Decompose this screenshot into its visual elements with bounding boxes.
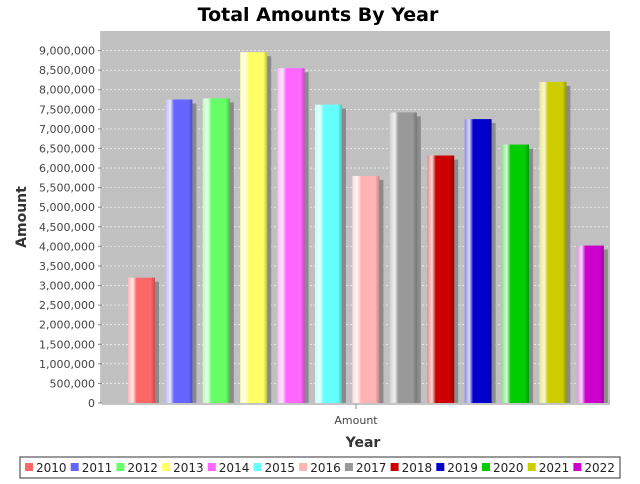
legend-label: 2013 <box>173 461 204 475</box>
bar-2016 <box>352 175 380 403</box>
legend-label: 2014 <box>219 461 250 475</box>
legend-item-2019: 2019 <box>436 461 478 475</box>
bar-2012 <box>202 98 230 404</box>
legend-label: 2019 <box>447 461 478 475</box>
bar-2013 <box>240 52 268 403</box>
y-tick-label: 7,500,000 <box>39 103 95 116</box>
bar-2015 <box>315 104 342 403</box>
y-tick-label: 6,000,000 <box>39 162 95 175</box>
legend-item-2021: 2021 <box>527 461 570 475</box>
bar-2011 <box>165 99 193 404</box>
bar-2020 <box>502 144 529 403</box>
y-tick-label: 8,000,000 <box>39 84 95 97</box>
legend-label: 2015 <box>265 461 296 475</box>
y-axis-label: Amount <box>14 186 30 248</box>
legend-item-2010: 2010 <box>25 461 67 475</box>
y-tick-label: 5,500,000 <box>39 182 95 195</box>
legend-swatch <box>390 463 399 471</box>
legend-item-2012: 2012 <box>116 461 158 475</box>
y-tick-label: 500,000 <box>50 377 96 390</box>
legend-item-2014: 2014 <box>207 461 250 475</box>
legend-item-2015: 2015 <box>253 461 296 475</box>
legend-label: 2011 <box>82 461 113 475</box>
legend-swatch <box>116 463 125 471</box>
legend-label: 2016 <box>310 461 341 475</box>
legend-swatch <box>482 463 490 471</box>
legend-swatch <box>344 463 353 471</box>
legend-label: 2017 <box>356 461 387 475</box>
legend-label: 2020 <box>493 461 524 475</box>
bar-2017 <box>389 112 417 403</box>
y-tick-label: 3,000,000 <box>39 280 95 293</box>
legend-swatch <box>207 463 216 471</box>
legend-label: 2022 <box>584 461 615 475</box>
plot-area: 0 500,000 1,000,000 1,500,000 2,000,000 2,500… <box>39 31 610 427</box>
legend-swatch <box>70 463 79 471</box>
y-tick-label: 7,000,000 <box>39 123 95 136</box>
legend-swatch <box>162 463 171 471</box>
bar-2019 <box>464 119 492 404</box>
legend: 2010 2011 2012 2013 2014 2015 2016 2017 2018 2019… <box>19 456 621 479</box>
y-tick-label: 1,500,000 <box>39 338 95 351</box>
bar-2022 <box>576 245 604 403</box>
bar-2014 <box>277 68 305 403</box>
y-tick-label: 8,500,000 <box>39 64 95 77</box>
legend-label: 2021 <box>539 461 570 475</box>
legend-item-2016: 2016 <box>299 461 341 475</box>
legend-label: 2012 <box>127 461 158 475</box>
legend-item-2011: 2011 <box>70 461 113 475</box>
legend-swatch <box>253 463 262 471</box>
legend-label: 2010 <box>36 461 67 475</box>
x-category-label: Amount <box>334 414 378 427</box>
legend-label: 2018 <box>402 461 433 475</box>
legend-swatch <box>527 463 536 471</box>
y-tick-label: 2,500,000 <box>39 299 95 312</box>
y-tick-label: 3,500,000 <box>39 260 95 273</box>
y-tick-label: 5,000,000 <box>39 201 95 214</box>
legend-swatch <box>573 463 582 471</box>
bar-2010 <box>128 277 155 403</box>
legend-item-2020: 2020 <box>482 461 524 475</box>
y-tick-label: 2,000,000 <box>39 319 95 332</box>
legend-box <box>19 456 621 479</box>
legend-item-2022: 2022 <box>573 461 615 475</box>
y-tick-label: 4,000,000 <box>39 240 95 253</box>
legend-swatch <box>299 463 308 471</box>
legend-item-2018: 2018 <box>390 461 433 475</box>
legend-item-2013: 2013 <box>162 461 204 475</box>
bar-2018 <box>427 155 455 403</box>
legend-item-2017: 2017 <box>344 461 387 475</box>
y-tick-label: 1,000,000 <box>39 358 95 371</box>
bar-2021 <box>539 81 567 403</box>
x-axis-label: Year <box>345 435 381 451</box>
chart-title: Total Amounts By Year <box>198 4 439 26</box>
legend-swatch <box>25 463 33 471</box>
y-tick-label: 6,500,000 <box>39 142 95 155</box>
legend-swatch <box>436 463 445 471</box>
y-tick-label: 9,000,000 <box>39 45 95 58</box>
y-tick-label: 0 <box>88 397 95 410</box>
y-tick-label: 4,500,000 <box>39 221 95 234</box>
